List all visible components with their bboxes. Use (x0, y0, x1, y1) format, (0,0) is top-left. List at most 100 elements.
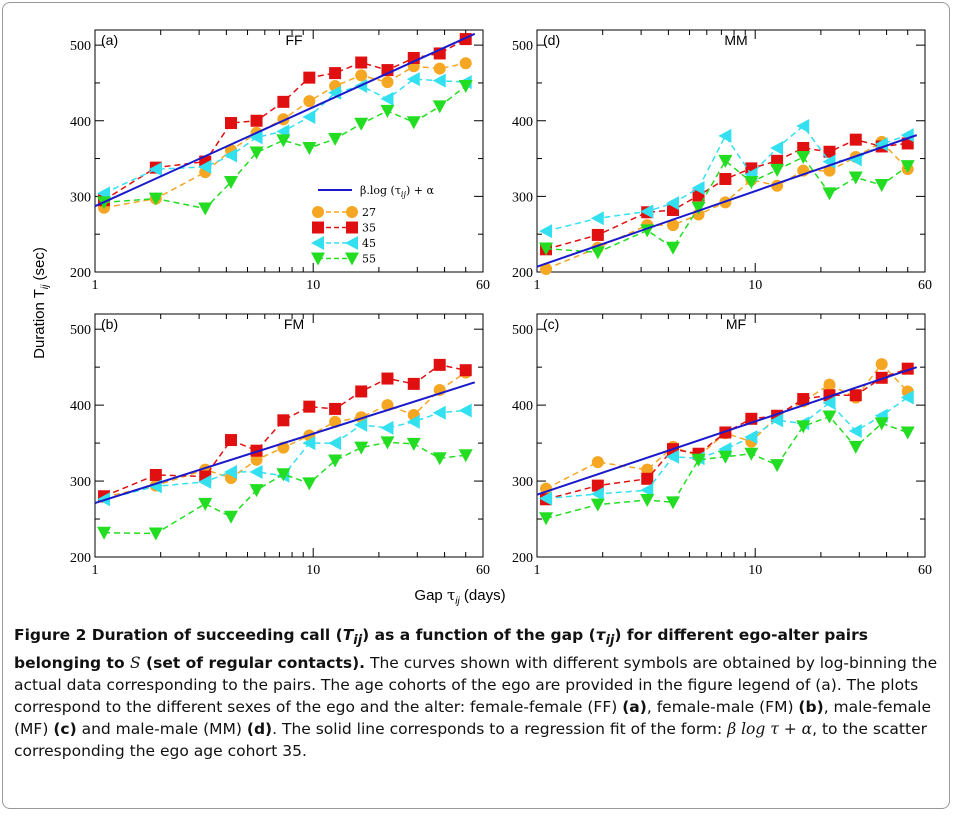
y-tick-label: 300 (70, 475, 91, 490)
data-point (665, 196, 679, 211)
plot-frame (536, 29, 926, 273)
data-point (276, 134, 291, 148)
y-tick-label: 400 (70, 115, 91, 130)
data-point (848, 440, 863, 454)
data-point (433, 358, 446, 371)
data-point (407, 377, 420, 390)
data-point (539, 491, 553, 506)
data-point (823, 378, 836, 391)
data-point (406, 116, 421, 130)
data-point (665, 241, 680, 255)
data-point (354, 417, 368, 432)
data-point (823, 145, 836, 158)
panel-title: MM (724, 32, 747, 48)
data-point (303, 95, 316, 108)
data-point (302, 141, 317, 155)
data-point (823, 164, 836, 177)
panel-label: (b) (101, 316, 118, 332)
data-point (691, 201, 706, 215)
data-point (874, 137, 888, 152)
data-point (250, 453, 263, 466)
data-point (849, 133, 862, 146)
data-point (900, 160, 915, 174)
data-point (328, 132, 343, 146)
data-point (198, 202, 213, 216)
data-point (276, 468, 291, 482)
data-point (303, 400, 316, 413)
data-point (328, 436, 342, 451)
y-tick-label: 400 (512, 115, 533, 130)
legend-marker (346, 206, 358, 218)
x-tick-label: 60 (476, 563, 490, 578)
regression-line (536, 134, 918, 268)
data-point (718, 154, 733, 168)
data-point (875, 358, 888, 371)
panel-mf: 200 300 400 500 1 10 60 (c) MF (512, 313, 932, 578)
data-point (591, 228, 604, 241)
data-point (458, 403, 472, 418)
data-point (277, 414, 290, 427)
x-tick-label: 10 (748, 278, 762, 293)
data-point (770, 163, 785, 177)
plot-frame (536, 313, 926, 558)
data-point (641, 472, 654, 485)
legend-marker (345, 252, 359, 266)
panel-label: (a) (101, 32, 118, 48)
data-point (249, 146, 264, 160)
x-tick-label: 1 (534, 278, 541, 293)
data-point (406, 414, 420, 429)
x-tick-label: 60 (918, 278, 932, 293)
data-point (539, 224, 553, 239)
data-point (848, 423, 862, 438)
series-55 (97, 436, 473, 541)
data-point (822, 395, 836, 410)
data-point (224, 117, 237, 130)
y-tick-label: 300 (512, 190, 533, 205)
data-point (718, 128, 732, 143)
data-point (380, 420, 394, 435)
data-point (198, 474, 212, 489)
data-point (640, 494, 655, 508)
y-tick-label: 500 (70, 39, 91, 54)
data-point (797, 393, 810, 406)
y-tick-label: 500 (512, 39, 533, 54)
data-point (198, 497, 213, 511)
data-point (744, 430, 758, 445)
legend-marker (346, 221, 358, 234)
data-point (354, 441, 369, 455)
data-point (848, 171, 863, 185)
data-point (539, 512, 554, 526)
data-point (718, 450, 733, 464)
data-point (198, 159, 212, 174)
y-tick-label: 200 (70, 551, 91, 566)
data-point (849, 389, 862, 402)
data-point (303, 71, 316, 84)
data-point (354, 117, 369, 131)
data-point (432, 100, 447, 114)
y-tick-label: 300 (70, 190, 91, 205)
regression-line (94, 32, 476, 208)
legend-marker (345, 236, 358, 250)
data-point (796, 420, 811, 434)
regression-line (94, 381, 476, 505)
data-point (224, 434, 237, 447)
series-line (545, 362, 909, 490)
series-55 (539, 410, 915, 526)
data-point (900, 426, 915, 440)
data-point (149, 468, 162, 481)
data-point (432, 73, 446, 88)
data-point (590, 246, 605, 260)
data-point (539, 242, 554, 256)
data-point (223, 176, 238, 190)
data-point (148, 162, 162, 177)
legend: β.log (τij) + α 27 35 45 55 (311, 184, 434, 266)
data-point (771, 154, 784, 167)
x-tick-label: 60 (476, 278, 490, 293)
series-55 (539, 151, 915, 260)
y-tick-label: 500 (512, 323, 533, 338)
data-point (328, 454, 343, 468)
data-point (822, 410, 837, 424)
data-point (900, 390, 914, 405)
data-point (822, 187, 837, 201)
